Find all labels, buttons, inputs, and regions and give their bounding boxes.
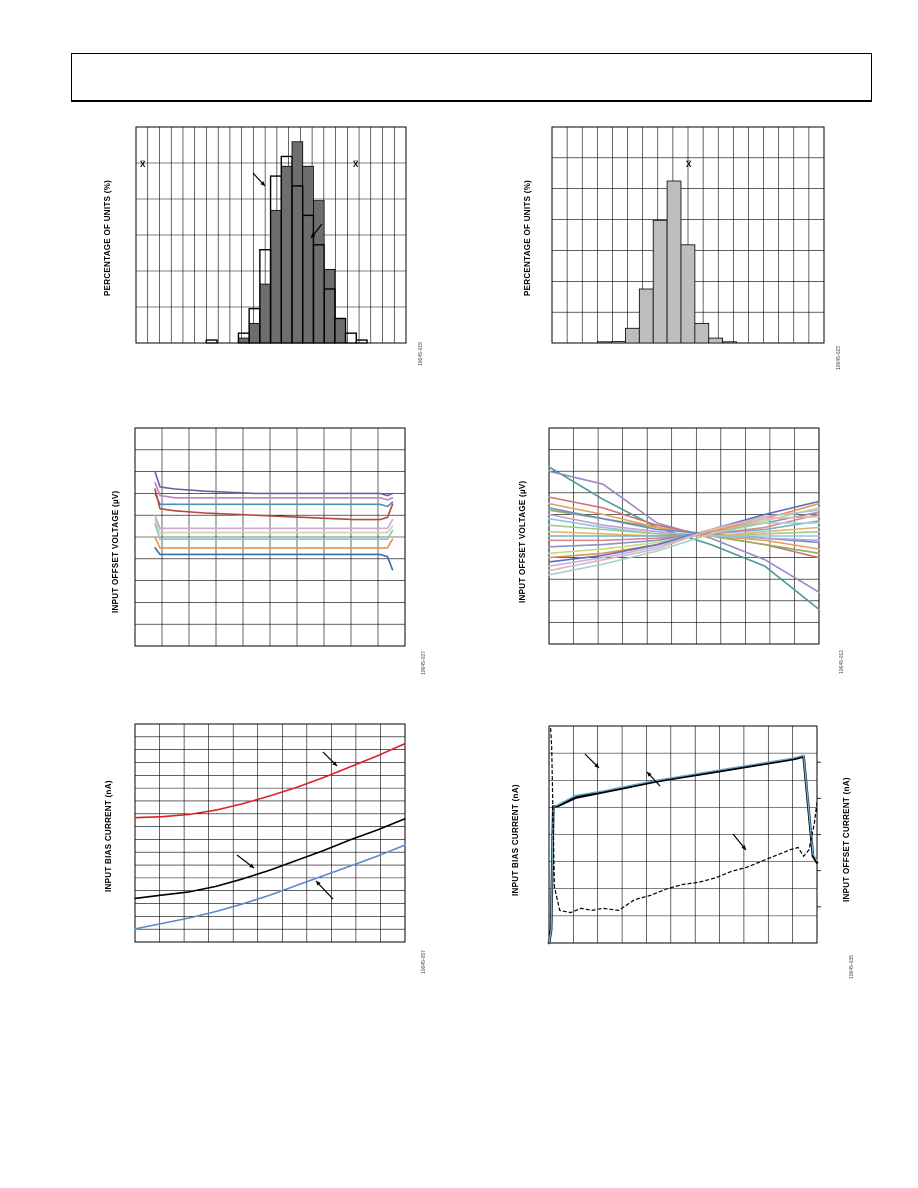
series-line-3 bbox=[134, 844, 406, 930]
y-axis-label: PERCENTAGE OF UNITS (%) bbox=[103, 179, 112, 296]
page-header-box bbox=[71, 53, 872, 102]
chart-svg-p3 bbox=[134, 427, 406, 647]
figure-code: 10645-035 bbox=[849, 955, 855, 979]
mean-marker-left: X̅ bbox=[140, 160, 146, 169]
callout-arrow-2-head bbox=[311, 233, 316, 238]
figure-code: 10645-023 bbox=[836, 346, 842, 370]
histogram-bar-outline bbox=[355, 339, 368, 344]
series-line-5 bbox=[154, 514, 394, 530]
series-line-1 bbox=[154, 470, 394, 497]
histogram-bar bbox=[708, 337, 724, 344]
plot-frame bbox=[134, 427, 406, 647]
mean-marker-right: X̅ bbox=[353, 160, 359, 169]
histogram-bar bbox=[611, 341, 626, 344]
histogram-bar-filled bbox=[238, 337, 250, 344]
chart-svg-p4 bbox=[548, 427, 820, 645]
chart-panel-bias-current-left: INPUT BIAS CURRENT (nA) 10645-057 bbox=[0, 700, 459, 1000]
histogram-bar-filled bbox=[323, 268, 336, 344]
figure-code: 10645-012 bbox=[839, 650, 845, 674]
figure-code: 10645-019 bbox=[418, 342, 424, 366]
series-line-7 bbox=[548, 513, 820, 542]
callout-arrow-blue-head bbox=[316, 881, 321, 886]
histogram-bar bbox=[722, 341, 737, 344]
histogram-bar bbox=[625, 327, 640, 344]
figure-code: 10645-057 bbox=[421, 950, 427, 974]
histogram-bar-outline bbox=[334, 317, 347, 344]
histogram-bar-filled bbox=[313, 200, 325, 344]
series-line-2 bbox=[154, 481, 394, 501]
histogram-bar bbox=[638, 288, 654, 344]
y-axis-label: INPUT BIAS CURRENT (nA) bbox=[104, 780, 113, 892]
chart-panel-histogram-left: X̅ X̅ PERCENTAGE OF UNITS (%) 10645-019 bbox=[0, 0, 459, 400]
callout-arrow-3-head bbox=[741, 845, 746, 850]
callout-arrow-2-head bbox=[647, 772, 652, 777]
callout-arrow-1-head bbox=[594, 763, 599, 768]
histogram-bar-outline bbox=[323, 288, 336, 344]
series-line-1 bbox=[547, 755, 819, 945]
chart-svg-p6 bbox=[547, 725, 821, 945]
y-axis-label: INPUT OFFSET VOLTAGE (µV) bbox=[518, 480, 527, 603]
y-axis-label: PERCENTAGE OF UNITS (%) bbox=[523, 179, 532, 296]
series-line-19 bbox=[548, 522, 820, 576]
chart-svg-p2: X̅ bbox=[551, 126, 825, 344]
series-line-dashed bbox=[550, 728, 818, 914]
histogram-bar-filled bbox=[334, 318, 346, 344]
histogram-bar-filled bbox=[259, 283, 271, 344]
histogram-bar bbox=[680, 244, 696, 344]
mean-marker: X̅ bbox=[686, 160, 692, 169]
series-line-8 bbox=[154, 536, 394, 549]
callout-arrow-1-head bbox=[260, 181, 265, 186]
series-line-2 bbox=[134, 818, 406, 900]
chart-svg-p5 bbox=[134, 723, 406, 943]
histogram-bar-filled bbox=[302, 165, 314, 344]
series-line-11 bbox=[548, 520, 820, 537]
chart-svg-p1: X̅ X̅ bbox=[135, 126, 407, 344]
chart-panel-offset-voltage-right: INPUT OFFSET VOLTAGE (µV) 10645-012 bbox=[459, 400, 918, 700]
histogram-bar bbox=[694, 322, 710, 344]
series-line-7 bbox=[154, 523, 394, 540]
chart-panel-bias-offset-current-right: INPUT BIAS CURRENT (nA) INPUT OFFSET CUR… bbox=[459, 700, 918, 1000]
callout-arrow-black-head bbox=[249, 863, 254, 868]
histogram-bar-filled bbox=[270, 210, 282, 344]
series-line-4 bbox=[154, 488, 394, 521]
series-line-9 bbox=[154, 547, 394, 571]
series-line-17 bbox=[548, 509, 820, 567]
series-line-16 bbox=[548, 500, 820, 563]
histogram-bar-outline bbox=[205, 339, 218, 344]
histogram-bar bbox=[652, 219, 668, 344]
callout-arrow-red-head bbox=[332, 761, 337, 766]
y2-axis-label: INPUT OFFSET CURRENT (nA) bbox=[842, 777, 851, 902]
figure-code: 10645-027 bbox=[421, 651, 427, 675]
chart-panel-offset-voltage-left: INPUT OFFSET VOLTAGE (µV) 10645-027 bbox=[0, 400, 459, 700]
histogram-bar-outline bbox=[344, 332, 357, 344]
series-line-1 bbox=[134, 742, 406, 819]
histogram-bar-filled bbox=[280, 165, 293, 344]
histogram-bar bbox=[666, 180, 682, 344]
series-line-2 bbox=[548, 754, 818, 944]
series-line-3 bbox=[154, 492, 394, 508]
histogram-bar-filled bbox=[248, 322, 261, 344]
histogram-bar bbox=[597, 341, 612, 344]
series-line-6 bbox=[154, 518, 394, 534]
chart-panel-histogram-right: X̅ PERCENTAGE OF UNITS (%) 10645-023 bbox=[459, 0, 918, 400]
histogram-bar-filled bbox=[291, 141, 304, 344]
y-axis-label: INPUT OFFSET VOLTAGE (µV) bbox=[111, 490, 120, 613]
series-line-18 bbox=[548, 515, 820, 572]
series-line-13 bbox=[548, 511, 820, 548]
y-axis-label: INPUT BIAS CURRENT (nA) bbox=[511, 784, 520, 896]
plot-frame bbox=[134, 723, 406, 943]
